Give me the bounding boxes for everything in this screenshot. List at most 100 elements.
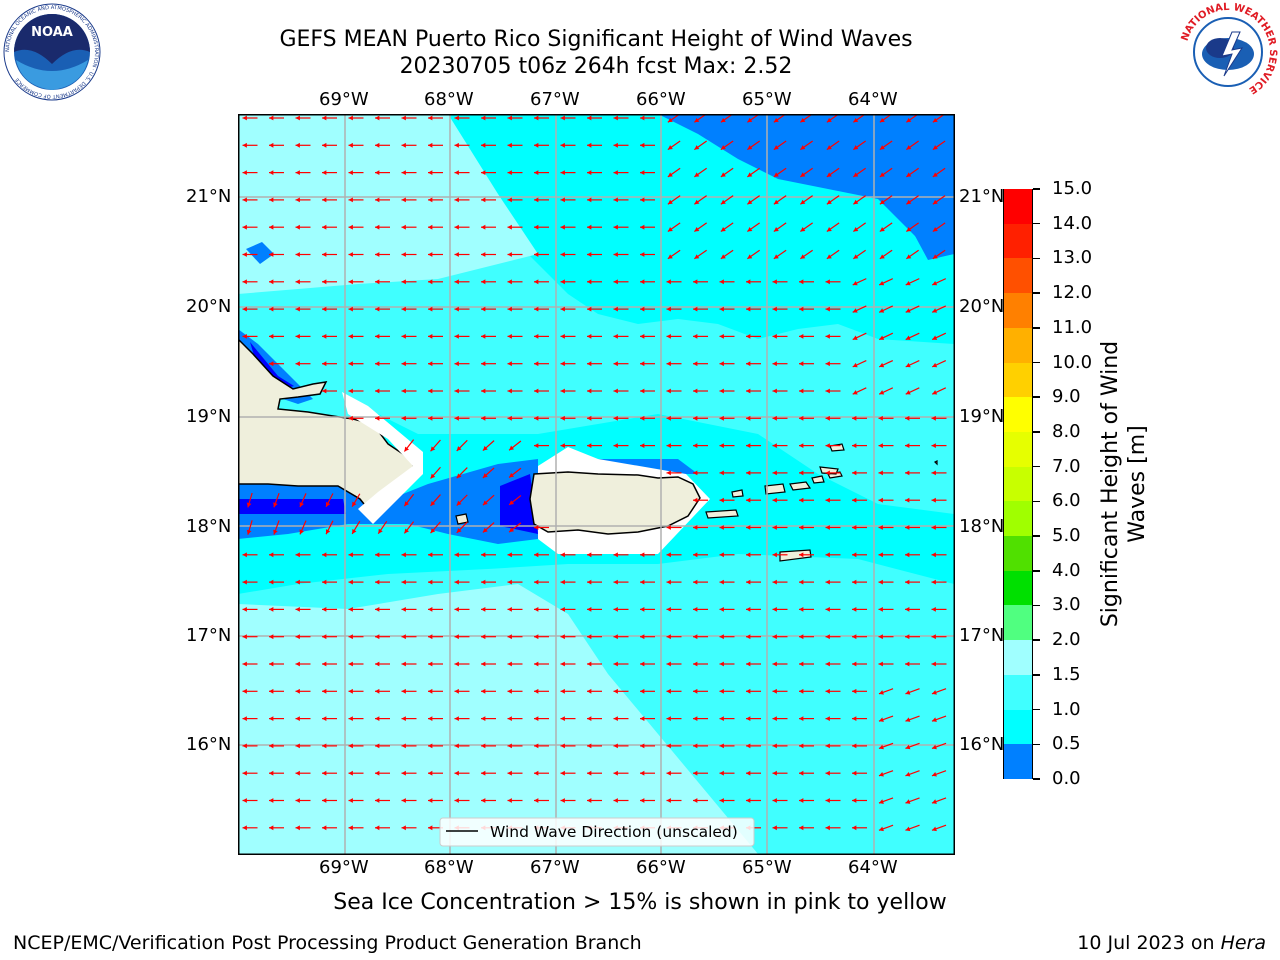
wave-arrow-head [454, 579, 459, 585]
wave-arrow-head [747, 227, 753, 232]
wave-arrow-head [295, 361, 300, 367]
colorbar-segment [1004, 258, 1032, 294]
wave-arrow-head [719, 688, 724, 694]
wave-arrow-head [348, 252, 353, 257]
noaa-logo-text: NOAA [31, 25, 73, 40]
wave-arrow-head [428, 716, 433, 721]
wave-arrow-head [375, 197, 380, 203]
wave-arrow-head [772, 334, 777, 339]
wave-arrow-head [799, 688, 804, 694]
wave-arrow-head [719, 798, 724, 803]
wave-arrow-head [428, 770, 433, 776]
wave-arrow-head [401, 197, 406, 203]
wave-arrow-head [931, 661, 936, 667]
wave-arrow-head [932, 335, 938, 340]
wave-arrow-head [720, 199, 726, 205]
wave-arrow-head [507, 415, 512, 421]
wave-arrow-head [587, 361, 592, 367]
colorbar-tick-mark [1033, 674, 1040, 676]
colorbar-tick-mark [1033, 396, 1040, 398]
colorbar-tick-mark [1033, 743, 1040, 746]
colorbar-segment [1004, 223, 1032, 259]
wave-arrow-head [269, 224, 274, 230]
wave-arrow-head [772, 279, 777, 285]
colorbar-segment [1004, 397, 1032, 433]
wave-arrow-head [534, 279, 539, 285]
wave-arrow-head [348, 334, 353, 339]
wave-arrow-head [905, 390, 911, 395]
wave-arrow-head [932, 390, 938, 395]
wave-arrow-head [375, 224, 380, 230]
wave-arrow-head [375, 716, 380, 721]
wave-field-0.5-1.0-hispaniola-north [238, 329, 313, 404]
wave-arrow-head [534, 743, 539, 749]
wave-arrow-head [348, 170, 353, 175]
wave-arrow-head [295, 579, 300, 585]
wave-arrow-head [825, 497, 830, 503]
wave-arrow-head [613, 252, 618, 257]
wave-arrow-head [428, 798, 433, 803]
wave-arrow-head [666, 579, 671, 585]
wave-arrow-head [534, 607, 539, 612]
wave-arrow-head [719, 634, 724, 640]
wave-arrow-head [878, 717, 884, 722]
wave-arrow-head [666, 306, 671, 312]
colorbar-tick-mark [1033, 292, 1040, 294]
wave-arrow-head [375, 361, 380, 367]
wave-arrow-head [905, 826, 911, 832]
wave-arrow-head [799, 361, 804, 367]
wave-arrow-head [348, 361, 353, 367]
wave-arrow-head [269, 607, 274, 612]
wave-arrow-head [295, 825, 300, 831]
wave-arrow-head [507, 142, 512, 148]
nws-logo: NATIONAL WEATHER SERVICE [1180, 2, 1278, 100]
wave-arrow-head [693, 661, 698, 667]
wave-arrow-head [613, 224, 618, 230]
wave-arrow-head [853, 199, 859, 205]
wave-arrow-head [428, 688, 433, 694]
map-legend: Wind Wave Direction (unscaled) [439, 817, 755, 847]
wave-arrow-head [322, 279, 327, 285]
footer-host: Hera [1220, 932, 1266, 954]
wave-arrow-head [853, 254, 859, 259]
wave-arrow-head [295, 170, 300, 175]
wave-arrow-head [401, 770, 406, 776]
wave-arrow-head [587, 170, 592, 175]
wave-arrow-head [852, 607, 857, 612]
wave-arrow-head [295, 306, 300, 312]
wave-arrow-head [401, 252, 406, 257]
wave-arrow-head [534, 688, 539, 694]
wave-arrow-head [852, 362, 858, 368]
wave-arrow-head [428, 634, 433, 640]
wave-arrow-head [825, 334, 830, 339]
wave-arrow-head [746, 443, 751, 448]
wave-arrow-head [560, 306, 565, 312]
wave-arrow-head [587, 224, 592, 230]
wave-arrow-head [401, 279, 406, 285]
wave-arrow-head [879, 308, 885, 313]
island-east-cay [819, 466, 839, 475]
chart-title: GEFS MEAN Puerto Rico Significant Height… [279, 27, 913, 52]
wave-arrow-head [428, 224, 433, 230]
wave-arrow-head [719, 716, 724, 721]
lon-label-bottom-65: 65°W [742, 857, 792, 878]
wave-arrow-head [401, 825, 406, 831]
wave-arrow-head [932, 117, 938, 123]
wave-arrow-head [481, 361, 486, 367]
wave-arrow-head [878, 690, 884, 695]
wave-arrow-head [587, 279, 592, 285]
wave-arrow-head [242, 142, 247, 148]
wave-arrow-head [401, 306, 406, 312]
wave-arrow-head [772, 661, 777, 667]
wave-arrow-head [719, 415, 724, 421]
wave-arrow-head [747, 172, 753, 177]
wave-arrow-head [878, 799, 884, 804]
wave-arrow-head [905, 415, 910, 421]
wave-arrow-head [931, 443, 936, 448]
wave-arrow-head [534, 334, 539, 339]
colorbar-tick-label: 0.0 [1052, 768, 1081, 789]
wave-arrow-head [905, 744, 911, 750]
wave-arrow-head [428, 334, 433, 339]
lat-label-left-19: 19°N [186, 406, 232, 427]
wave-arrow-head [666, 552, 671, 558]
